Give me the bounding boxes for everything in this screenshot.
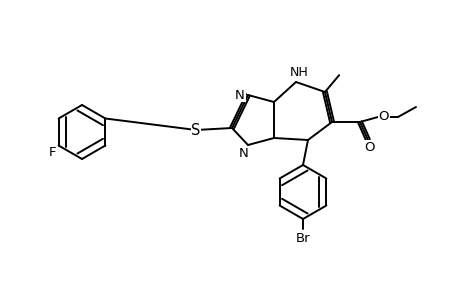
Text: N: N [239,146,248,160]
Text: O: O [378,110,388,122]
Text: Br: Br [295,232,310,244]
Text: F: F [49,146,56,159]
Text: NH: NH [289,65,308,79]
Text: N: N [235,88,244,101]
Text: O: O [364,140,375,154]
Text: S: S [191,122,200,137]
